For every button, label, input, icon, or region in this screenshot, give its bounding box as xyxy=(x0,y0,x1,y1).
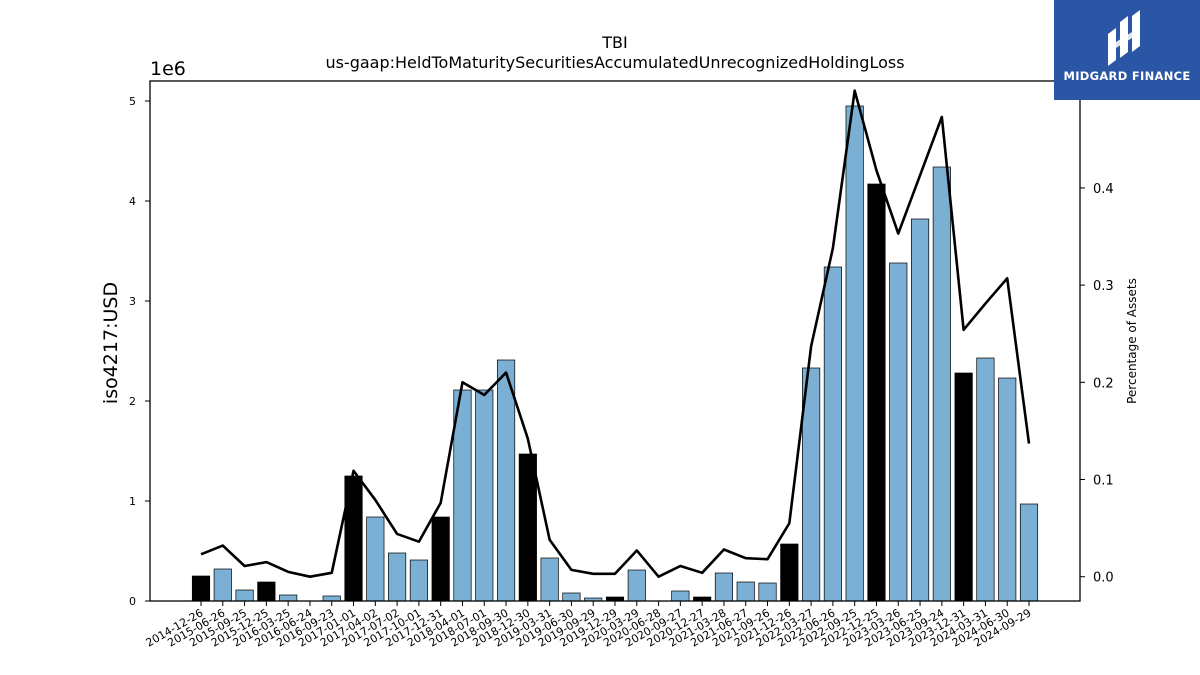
bar-2018-09-30 xyxy=(496,359,516,602)
y-scale-label: 1e6 xyxy=(150,58,186,80)
y-tick-label: 0 xyxy=(129,595,136,608)
bar-2023-09-24 xyxy=(932,166,951,602)
y2-ticks: 0.00.10.20.30.40.5 xyxy=(1080,85,1114,586)
bar-2021-12-26 xyxy=(780,543,799,602)
bar-2017-10-01 xyxy=(409,559,428,602)
bar-2019-03-31 xyxy=(540,557,559,602)
bar-2024-06-30 xyxy=(998,377,1017,602)
y-tick-label: 1 xyxy=(129,495,136,508)
y2-tick-label: 0.3 xyxy=(1093,279,1114,294)
bar-2021-03-28 xyxy=(714,572,734,602)
bar-2015-12-25 xyxy=(257,581,276,602)
bar-2015-09-25 xyxy=(235,589,254,602)
plot-frame xyxy=(149,80,1081,602)
brand-logo: MIDGARD FINANCE xyxy=(1054,0,1200,100)
y2-tick-label: 0.2 xyxy=(1093,376,1114,391)
y-tick-label: 5 xyxy=(129,95,136,108)
bar-2021-09-26 xyxy=(758,582,777,602)
x-ticks: 2014-12-262015-06-262015-09-252015-12-25… xyxy=(144,601,1034,650)
y2-tick-label: 0.1 xyxy=(1093,474,1114,489)
y-tick-label: 4 xyxy=(129,195,136,208)
bar-2024-03-31 xyxy=(976,357,995,602)
y2-tick-label: 0.4 xyxy=(1093,182,1114,197)
bar-2020-03-29 xyxy=(627,569,646,602)
bar-2022-12-25 xyxy=(867,183,886,602)
line-group xyxy=(200,89,1031,579)
bars-group xyxy=(191,105,1039,602)
bar-2016-03-25 xyxy=(279,594,298,602)
y-axis-label: iso4217:USD xyxy=(100,282,122,404)
pct-assets-line xyxy=(200,89,1031,579)
y2-axis-label: Percentage of Assets xyxy=(1125,278,1139,404)
bar-2022-09-25 xyxy=(845,105,864,602)
bar-2022-06-26 xyxy=(823,266,842,602)
bar-2018-07-01 xyxy=(475,389,494,602)
y-tick-label: 2 xyxy=(129,395,136,408)
bar-2014-12-26 xyxy=(191,575,211,602)
bar-2024-09-29 xyxy=(1019,503,1039,602)
bar-2017-04-02 xyxy=(366,516,385,602)
bar-2017-12-31 xyxy=(431,516,450,602)
bar-2023-06-25 xyxy=(910,218,930,602)
bar-2017-07-02 xyxy=(388,552,407,602)
y2-tick-label: 0.0 xyxy=(1093,571,1114,586)
bar-2015-06-26 xyxy=(213,568,232,602)
midgard-logo-icon xyxy=(1108,10,1140,66)
y-ticks: 0 1 2 3 4 5 xyxy=(129,95,150,608)
bar-2019-06-30 xyxy=(562,592,581,602)
bar-2023-03-26 xyxy=(889,262,908,602)
bar-2016-09-23 xyxy=(322,595,341,602)
chart-title: TBI xyxy=(601,33,627,52)
bar-2020-09-27 xyxy=(671,590,690,602)
logo-text: MIDGARD FINANCE xyxy=(1063,69,1191,83)
bar-2023-12-31 xyxy=(954,372,973,602)
bar-2021-06-27 xyxy=(736,581,755,602)
chart-subtitle: us-gaap:HeldToMaturitySecuritiesAccumula… xyxy=(325,53,904,72)
y-tick-label: 3 xyxy=(129,295,136,308)
bar-2018-12-30 xyxy=(518,453,537,602)
